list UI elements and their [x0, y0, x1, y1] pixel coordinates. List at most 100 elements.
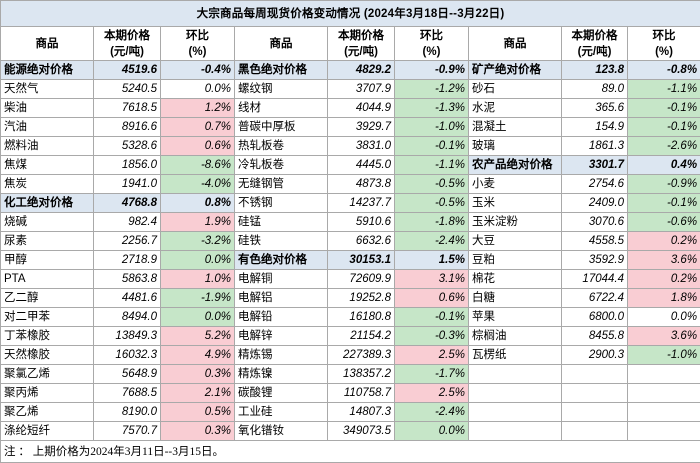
cell-commodity: 电解铜: [235, 270, 328, 289]
cell-price: 2718.9: [94, 251, 161, 270]
cell-change: -1.0%: [395, 118, 469, 137]
cell-change: 1.8%: [628, 289, 700, 308]
cell-price: 365.6: [562, 99, 628, 118]
cell-change: 0.2%: [628, 232, 700, 251]
header-commodity-label-1: 商品: [4, 36, 90, 52]
cell-change: 2.5%: [395, 346, 469, 365]
cell-change: 2.5%: [395, 384, 469, 403]
header-price-1: 本期价格 (元/吨): [94, 27, 161, 61]
cell-change: -0.5%: [395, 175, 469, 194]
cell-price: [562, 403, 628, 422]
cell-price: 3592.9: [562, 251, 628, 270]
cell-change: 0.3%: [161, 422, 235, 441]
cell-price: 6722.4: [562, 289, 628, 308]
cell-change: [628, 365, 700, 384]
cell-price: 89.0: [562, 80, 628, 99]
header-row: 商品 本期价格 (元/吨) 环比 (%) 商品 本期价格 (元/吨): [1, 27, 700, 61]
cell-commodity: 瓦楞纸: [469, 346, 562, 365]
header-commodity-2: 商品: [235, 27, 328, 61]
cell-price: 1861.3: [562, 137, 628, 156]
cell-commodity: 黑色绝对价格: [235, 61, 328, 80]
cell-commodity: 棕榈油: [469, 327, 562, 346]
header-change-line2-2: (%): [398, 44, 465, 60]
cell-price: 2900.3: [562, 346, 628, 365]
cell-commodity: 线材: [235, 99, 328, 118]
cell-change: -4.0%: [161, 175, 235, 194]
spreadsheet-table: 大宗商品每周现货价格变动情况 (2024年3月18日--3月22日) 商品 本期…: [0, 0, 700, 448]
cell-change: -2.4%: [395, 403, 469, 422]
cell-price: [562, 384, 628, 403]
cell-change: -0.1%: [395, 137, 469, 156]
cell-price: 7688.5: [94, 384, 161, 403]
cell-change: [628, 422, 700, 441]
cell-price: 30153.1: [328, 251, 395, 270]
cell-commodity: 天然橡胶: [1, 346, 94, 365]
header-change-1: 环比 (%): [161, 27, 235, 61]
cell-commodity: 涤纶短纤: [1, 422, 94, 441]
cell-commodity: 工业硅: [235, 403, 328, 422]
cell-change: -0.6%: [628, 213, 700, 232]
cell-price: 8494.0: [94, 308, 161, 327]
cell-change: 0.6%: [395, 289, 469, 308]
cell-commodity: 电解铝: [235, 289, 328, 308]
cell-change: -0.1%: [395, 308, 469, 327]
cell-commodity: 热轧板卷: [235, 137, 328, 156]
cell-commodity: 大豆: [469, 232, 562, 251]
cell-change: 5.2%: [161, 327, 235, 346]
cell-commodity: 矿产绝对价格: [469, 61, 562, 80]
cell-price: [562, 422, 628, 441]
cell-commodity: [469, 384, 562, 403]
header-change-line2-3: (%): [631, 44, 697, 60]
cell-change: 4.9%: [161, 346, 235, 365]
cell-change: 1.9%: [161, 213, 235, 232]
cell-commodity: 天然气: [1, 80, 94, 99]
cell-commodity: 砂石: [469, 80, 562, 99]
table-head: 大宗商品每周现货价格变动情况 (2024年3月18日--3月22日) 商品 本期…: [1, 1, 700, 61]
cell-change: -0.1%: [628, 194, 700, 213]
cell-commodity: 硅锰: [235, 213, 328, 232]
header-commodity-label-2: 商品: [238, 36, 324, 52]
cell-commodity: 烧碱: [1, 213, 94, 232]
cell-price: 13849.3: [94, 327, 161, 346]
cell-price: 2409.0: [562, 194, 628, 213]
header-change-3: 环比 (%): [628, 27, 700, 61]
cell-price: 154.9: [562, 118, 628, 137]
header-change-line2-1: (%): [164, 44, 231, 60]
header-commodity-label-3: 商品: [472, 36, 558, 52]
header-change-2: 环比 (%): [395, 27, 469, 61]
footnote: 注 ： 上期价格为2024年3月11日--3月15日。: [1, 441, 700, 463]
cell-price: 2256.7: [94, 232, 161, 251]
cell-change: 1.0%: [161, 270, 235, 289]
cell-change: 3.6%: [628, 327, 700, 346]
cell-commodity: 焦炭: [1, 175, 94, 194]
cell-change: 0.0%: [161, 308, 235, 327]
cell-commodity: [469, 403, 562, 422]
cell-price: 8455.8: [562, 327, 628, 346]
header-price-line2-3: (元/吨): [565, 44, 624, 60]
cell-commodity: 玉米淀粉: [469, 213, 562, 232]
cell-price: 14807.3: [328, 403, 395, 422]
cell-commodity: 混凝土: [469, 118, 562, 137]
cell-price: 17044.4: [562, 270, 628, 289]
cell-commodity: 化工绝对价格: [1, 194, 94, 213]
header-change-line1-3: 环比: [631, 28, 697, 44]
cell-change: -0.3%: [395, 327, 469, 346]
cell-change: 0.7%: [161, 118, 235, 137]
header-price-line2-1: (元/吨): [97, 44, 157, 60]
cell-commodity: 氧化镨钕: [235, 422, 328, 441]
cell-price: 7570.7: [94, 422, 161, 441]
cell-change: 0.0%: [161, 80, 235, 99]
table-foot: 注 ： 上期价格为2024年3月11日--3月15日。: [1, 441, 700, 463]
